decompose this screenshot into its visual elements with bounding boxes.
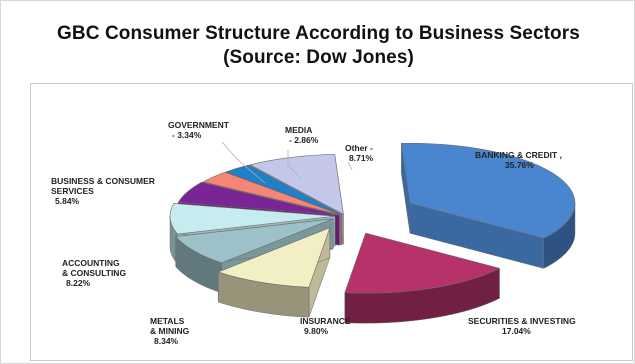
- chart-subtitle: (Source: Dow Jones): [223, 47, 414, 68]
- slice-label-percent: 9.80%: [304, 326, 329, 336]
- slice-label-8: Other -8.71%: [345, 143, 374, 163]
- slice-label-percent: 8.22%: [66, 278, 91, 288]
- slice-label-name: SECURITIES & INVESTING: [468, 316, 576, 326]
- chart-title: GBC Consumer Structure According to Busi…: [57, 23, 580, 44]
- slice-label-name: INSURANCE: [300, 316, 351, 326]
- slice-label-percent: 17.04%: [502, 326, 531, 336]
- slice-label-name: SERVICES: [51, 186, 94, 196]
- pie-slice-top: [175, 218, 334, 264]
- slice-label-4: ACCOUNTING & CONSULTING 8.22%: [62, 258, 126, 288]
- slice-label-name: BUSINESS & CONSUMER: [51, 176, 155, 186]
- slice-label-name: & CONSULTING: [62, 268, 126, 278]
- pie-slice-top: [202, 171, 342, 216]
- leader-line: [347, 161, 353, 171]
- slice-label-2: INSURANCE 9.80%: [300, 316, 351, 336]
- slice-label-6: GOVERNMENT - 3.34%: [168, 120, 230, 140]
- pie-slice-top: [401, 142, 576, 239]
- slice-label-name: & MINING: [150, 326, 190, 336]
- pie-slice-top: [224, 164, 342, 215]
- pie-slice-top: [217, 227, 331, 288]
- slice-label-name: ACCOUNTING: [62, 258, 120, 268]
- pie-slice-top: [177, 181, 340, 216]
- slice-label-percent: 35.76%: [505, 160, 534, 170]
- pie-slice-top: [169, 203, 336, 235]
- leader-line: [287, 150, 301, 179]
- pie-slice-2: [217, 227, 331, 318]
- slice-label-name: BANKING & CREDIT ,: [475, 150, 562, 160]
- slice-label-5: BUSINESS & CONSUMER SERVICES 5.84%: [51, 176, 155, 206]
- slice-label-1: SECURITIES & INVESTING 17.04%: [468, 316, 576, 336]
- slice-label-percent: - 2.86%: [289, 135, 319, 145]
- slice-label-percent: 8.34%: [154, 336, 179, 346]
- pie-slice-0: [401, 142, 576, 269]
- slice-label-name: GOVERNMENT: [168, 120, 230, 130]
- slice-label-percent: 8.71%: [349, 153, 374, 163]
- slice-label-7: MEDIA - 2.86%: [285, 125, 319, 145]
- slice-label-percent: 5.84%: [55, 196, 80, 206]
- slice-label-0: BANKING & CREDIT , 35.76%: [475, 150, 562, 170]
- pie-slice-top: [344, 232, 501, 294]
- slice-label-3: METALS & MINING 8.34%: [150, 316, 190, 346]
- pie-slice-top: [249, 154, 344, 215]
- plot-area: [30, 83, 633, 361]
- pie-slice-1: [344, 232, 501, 324]
- slice-label-name: MEDIA: [285, 125, 312, 135]
- slice-label-name: Other -: [345, 143, 373, 153]
- slice-label-percent: - 3.34%: [172, 130, 202, 140]
- slice-label-name: METALS: [150, 316, 185, 326]
- leader-line: [221, 141, 266, 184]
